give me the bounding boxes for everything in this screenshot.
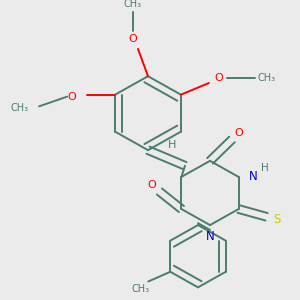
Text: O: O <box>147 180 156 190</box>
Text: O: O <box>129 34 137 44</box>
Text: CH₃: CH₃ <box>131 284 149 294</box>
Text: O: O <box>235 128 243 138</box>
Text: H: H <box>168 140 176 150</box>
Text: CH₃: CH₃ <box>124 0 142 9</box>
Text: CH₃: CH₃ <box>11 103 29 113</box>
Text: O: O <box>67 92 76 102</box>
Text: O: O <box>214 73 223 83</box>
Text: S: S <box>273 213 280 226</box>
Text: N: N <box>206 230 214 243</box>
Text: H: H <box>261 163 268 173</box>
Text: CH₃: CH₃ <box>258 73 276 83</box>
Text: N: N <box>249 170 257 183</box>
